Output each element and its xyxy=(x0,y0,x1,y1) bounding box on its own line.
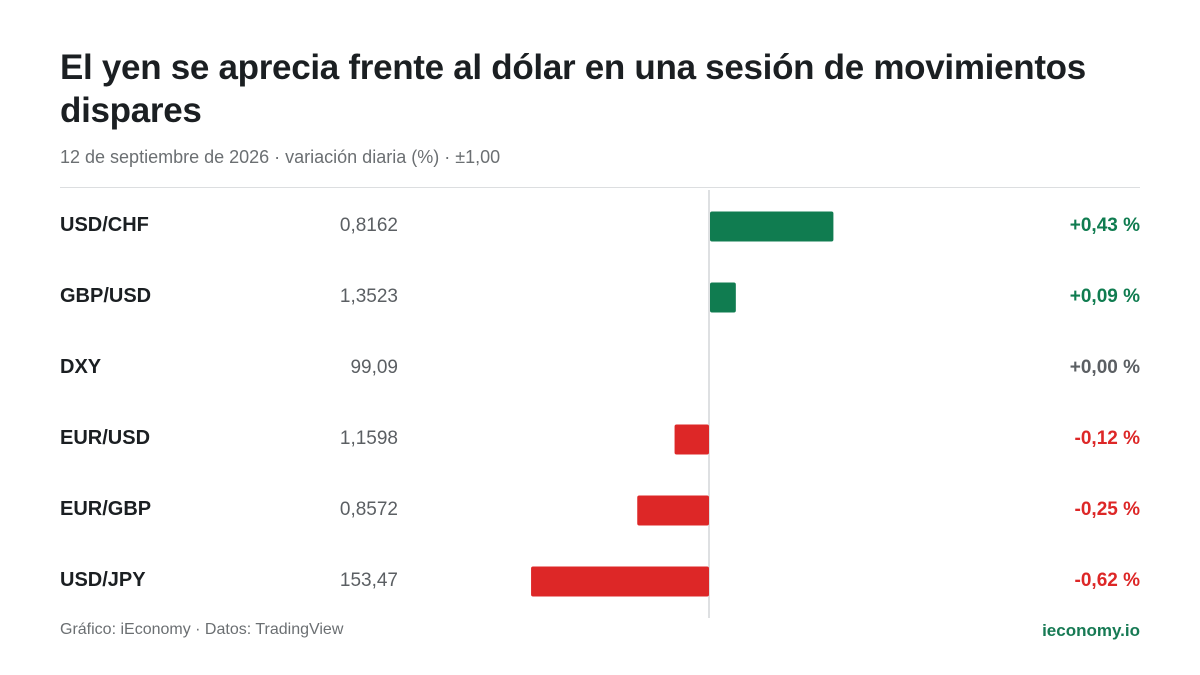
chart-title: El yen se aprecia frente al dólar en una… xyxy=(60,48,1086,130)
header-divider xyxy=(60,187,1140,188)
change-label: -0,25 % xyxy=(1074,499,1140,520)
change-label: +0,00 % xyxy=(1069,357,1140,378)
pair-label: USD/JPY xyxy=(60,569,146,591)
table-row: EUR/GBP 0,8572 -0,25 % xyxy=(60,474,1140,545)
bar-plot xyxy=(531,190,834,618)
table-row: EUR/USD 1,1598 -0,12 % xyxy=(60,403,1140,474)
bar-eur-gbp xyxy=(637,495,709,526)
change-label: -0,12 % xyxy=(1074,428,1140,449)
pair-label: DXY xyxy=(60,356,102,378)
price-value: 99,09 xyxy=(350,357,398,378)
pair-label: GBP/USD xyxy=(60,285,152,307)
bar-eur-usd xyxy=(674,424,709,455)
source-credit: Gráfico: iEconomy · Datos: TradingView xyxy=(60,621,344,638)
table-row: USD/CHF 0,8162 +0,43 % xyxy=(60,190,1140,261)
bar-usd-jpy xyxy=(531,566,709,597)
chart-subtitle: 12 de septiembre de 2026 · variación dia… xyxy=(60,147,501,167)
table-row: USD/JPY 153,47 -0,62 % xyxy=(60,545,1140,616)
pair-label: EUR/GBP xyxy=(60,498,152,520)
price-value: 1,3523 xyxy=(339,286,398,307)
price-value: 0,8162 xyxy=(339,215,398,236)
price-value: 153,47 xyxy=(339,570,398,591)
table-row: DXY 99,09 +0,00 % xyxy=(60,332,1140,403)
price-value: 1,1598 xyxy=(339,428,398,449)
change-label: -0,62 % xyxy=(1074,570,1140,591)
change-label: +0,43 % xyxy=(1069,215,1140,236)
pair-label: EUR/USD xyxy=(60,427,151,449)
bar-usd-chf xyxy=(710,211,834,242)
bar-gbp-usd xyxy=(710,282,736,313)
change-label: +0,09 % xyxy=(1069,286,1140,307)
price-value: 0,8572 xyxy=(339,499,398,520)
pair-label: USD/CHF xyxy=(60,214,149,236)
brand-link[interactable]: ieconomy.io xyxy=(1042,621,1140,640)
table-row: GBP/USD 1,3523 +0,09 % xyxy=(60,261,1140,332)
chart-area: USD/CHF 0,8162 +0,43 % GBP/USD 1,3523 +0,09 %… xyxy=(60,190,1140,620)
